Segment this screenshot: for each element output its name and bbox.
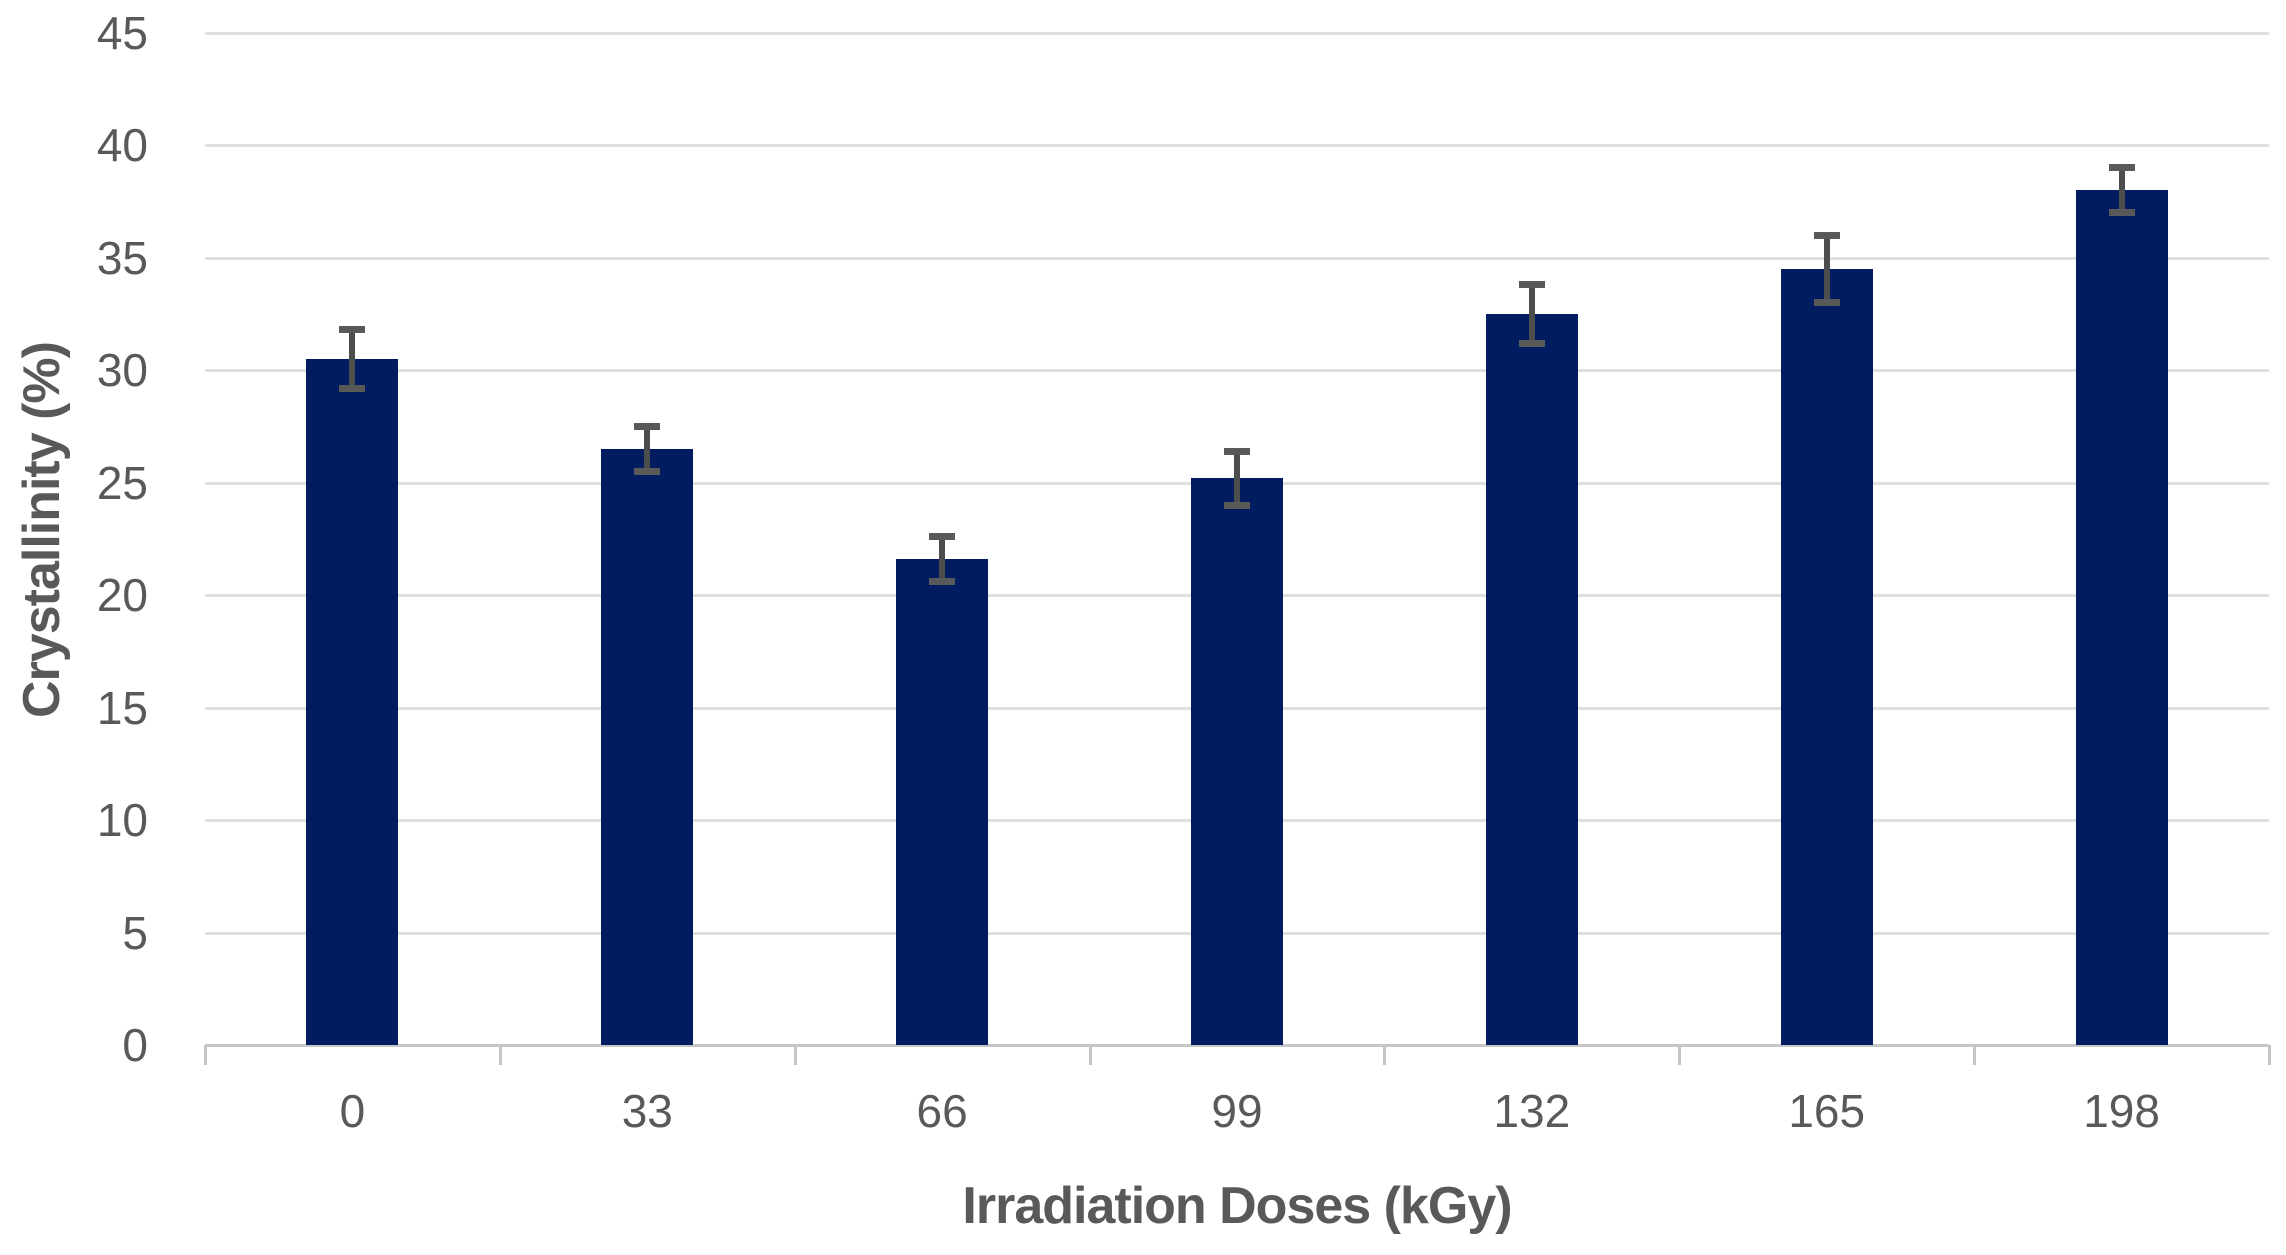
- error-bar: [939, 536, 946, 582]
- error-bar-cap: [1518, 281, 1545, 288]
- error-bar: [1823, 235, 1830, 303]
- error-bar-cap: [1224, 447, 1250, 455]
- bar: [2075, 190, 2168, 1045]
- x-tick-label: 165: [1788, 1085, 1866, 1137]
- x-axis-tick: [2268, 1045, 2271, 1065]
- error-bar-cap: [634, 467, 661, 475]
- x-axis-tick: [204, 1045, 207, 1065]
- y-tick-label: 30: [96, 344, 148, 396]
- x-axis-tick: [498, 1045, 502, 1065]
- error-bar: [644, 426, 651, 472]
- error-bar-cap: [1518, 339, 1545, 347]
- bar: [1780, 268, 1873, 1045]
- bar: [896, 559, 989, 1045]
- y-tick-label: 0: [122, 1019, 148, 1071]
- error-bar-cap: [2108, 164, 2135, 171]
- y-tick-label: 15: [96, 681, 148, 734]
- error-bar-cap: [634, 422, 661, 430]
- y-tick-label: 25: [96, 456, 148, 509]
- error-bar-cap: [1813, 299, 1840, 306]
- y-tick-label: 45: [96, 6, 148, 59]
- error-bar-cap: [339, 384, 366, 392]
- x-axis-tick: [1383, 1045, 1387, 1065]
- x-axis-line: [205, 1044, 2269, 1047]
- x-tick-label: 99: [1211, 1085, 1263, 1137]
- gridline-40: [205, 144, 2269, 147]
- gridline-45: [205, 31, 2269, 35]
- gridline-30: [205, 369, 2269, 372]
- y-tick-label: 35: [96, 231, 148, 284]
- error-bar: [2118, 167, 2125, 213]
- y-tick-label: 5: [122, 906, 148, 959]
- error-bar: [1528, 284, 1535, 343]
- error-bar-cap: [929, 578, 956, 585]
- x-tick-label: 0: [339, 1085, 366, 1137]
- x-tick-label: 198: [2083, 1085, 2160, 1137]
- x-axis-title: Irradiation Doses (kGy): [962, 1177, 1512, 1235]
- y-tick-label: 20: [96, 569, 148, 621]
- bar: [1485, 313, 1578, 1045]
- x-axis-tick: [1678, 1045, 1682, 1065]
- x-axis-tick: [1088, 1045, 1092, 1065]
- plot-area: [205, 0, 2269, 1047]
- error-bar-cap: [929, 533, 956, 540]
- y-tick-label: 10: [96, 794, 148, 846]
- error-bar: [1234, 451, 1240, 505]
- error-bar-cap: [1813, 231, 1840, 239]
- bar: [306, 358, 399, 1045]
- error-bar-cap: [1224, 501, 1250, 509]
- x-tick-label: 132: [1493, 1085, 1571, 1137]
- error-bar-cap: [2108, 209, 2135, 216]
- x-tick-label: 66: [916, 1085, 968, 1137]
- x-axis-tick: [1973, 1045, 1977, 1065]
- bar: [1191, 478, 1283, 1045]
- error-bar-cap: [339, 326, 366, 333]
- gridline-35: [205, 256, 2269, 260]
- x-tick-label: 33: [621, 1085, 673, 1137]
- y-tick-label: 40: [96, 119, 148, 171]
- bar: [601, 448, 694, 1045]
- error-bar: [349, 329, 356, 388]
- x-axis-tick: [793, 1045, 797, 1065]
- y-axis-title: Crystallinity (%): [13, 342, 71, 718]
